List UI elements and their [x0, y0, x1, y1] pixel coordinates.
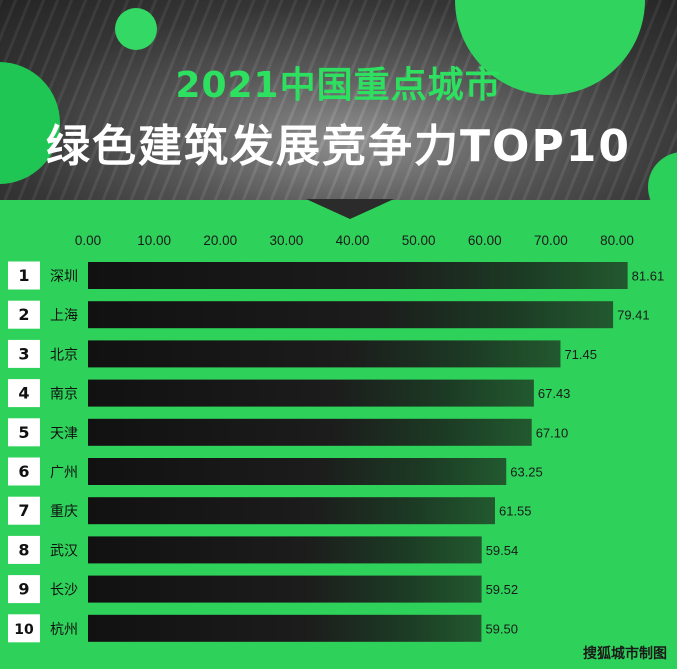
city-label: 深圳 [50, 269, 78, 285]
rank-label: 1 [18, 266, 29, 285]
rank-label: 9 [18, 580, 29, 599]
value-label: 59.52 [486, 582, 519, 597]
bar [88, 418, 532, 446]
rank-label: 7 [18, 501, 29, 520]
bar-row: 2 上海 79.41 [8, 300, 650, 329]
bar-row: 3 北京 71.45 [8, 339, 597, 368]
bar [88, 340, 561, 368]
bar-row: 7 重庆 61.55 [8, 496, 532, 525]
rank-label: 4 [18, 384, 29, 403]
header-banner: 2021中国重点城市 绿色建筑发展竞争力TOP10 [0, 0, 677, 200]
value-label: 63.25 [510, 465, 543, 480]
bar-row: 9 长沙 59.52 [8, 575, 519, 604]
rank-label: 8 [18, 540, 29, 559]
rank-box [8, 575, 40, 604]
city-label: 北京 [50, 347, 78, 363]
rank-box [8, 379, 40, 408]
city-label: 天津 [50, 426, 78, 442]
city-label: 杭州 [50, 622, 78, 638]
rank-label: 3 [18, 344, 29, 363]
bar-row: 4 南京 67.43 [8, 379, 571, 408]
value-label: 79.41 [617, 308, 650, 323]
bar [88, 458, 507, 485]
x-tick-label: 40.00 [336, 233, 370, 248]
x-tick-label: 20.00 [203, 233, 237, 248]
rank-box [8, 496, 40, 525]
rank-box [8, 614, 40, 643]
x-tick-label: 60.00 [468, 233, 502, 248]
rank-box [8, 535, 40, 564]
header-notch [306, 199, 394, 219]
bar-row: 6 广州 63.25 [8, 457, 543, 486]
city-label: 武汉 [50, 543, 78, 559]
value-label: 67.10 [536, 425, 569, 440]
value-label: 67.43 [538, 386, 571, 401]
value-label: 71.45 [564, 347, 597, 362]
bar-row: 8 武汉 59.54 [8, 535, 519, 564]
rank-label: 6 [18, 462, 29, 481]
bar [88, 379, 534, 407]
rank-label: 5 [18, 423, 29, 442]
city-label: 广州 [50, 465, 78, 481]
rank-label: 2 [18, 305, 29, 324]
rank-box [8, 339, 40, 368]
bar [88, 497, 495, 525]
bar-row: 1 深圳 81.61 [8, 261, 665, 290]
rank-box [8, 457, 40, 486]
value-label: 59.50 [485, 621, 518, 636]
value-label: 61.55 [499, 504, 532, 519]
rank-box [8, 261, 40, 290]
bar [88, 575, 482, 603]
bar [88, 614, 482, 642]
x-tick-label: 30.00 [269, 233, 303, 248]
rank-box [8, 300, 40, 329]
value-label: 81.61 [632, 269, 665, 284]
bar [88, 301, 614, 329]
city-label: 南京 [50, 387, 78, 403]
x-tick-label: 10.00 [137, 233, 171, 248]
rank-box [8, 418, 40, 447]
bar-row: 5 天津 67.10 [8, 418, 569, 447]
city-label: 长沙 [50, 583, 78, 599]
decorative-circle [115, 8, 157, 50]
x-tick-label: 50.00 [402, 233, 436, 248]
bar [88, 536, 482, 564]
x-tick-label: 80.00 [600, 233, 634, 248]
city-label: 上海 [50, 308, 78, 324]
value-label: 59.54 [486, 543, 519, 558]
rank-label: 10 [14, 622, 34, 638]
source-credit: 搜狐城市制图 [583, 646, 667, 662]
bar [88, 262, 628, 289]
chart-subtitle: 2021中国重点城市 [175, 65, 502, 106]
city-label: 重庆 [50, 504, 78, 520]
x-tick-label: 70.00 [534, 233, 568, 248]
chart-title: 绿色建筑发展竞争力TOP10 [46, 121, 631, 172]
x-tick-label: 0.00 [75, 233, 101, 248]
bar-row: 10 杭州 59.50 [8, 614, 518, 643]
